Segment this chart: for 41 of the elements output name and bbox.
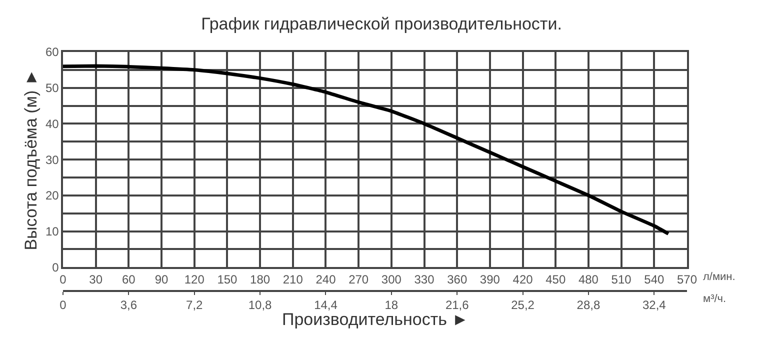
- x2-tick-label: 25,2: [511, 298, 535, 312]
- x-tick-label: 270: [348, 272, 369, 286]
- x-tick-label: 480: [578, 272, 599, 286]
- x-tick-label: 60: [122, 272, 136, 286]
- y-tick-label: 40: [45, 116, 60, 131]
- y-tick-label: 60: [45, 45, 60, 60]
- x-tick-label: 120: [184, 272, 205, 286]
- y-tick-label: 50: [45, 81, 60, 96]
- x2-tick-label: 21,6: [445, 298, 470, 312]
- text: м³/ч.: [703, 293, 726, 305]
- y-tick-label: 20: [45, 188, 60, 203]
- y-tick-label: 0: [52, 260, 60, 274]
- x-tick-label: 570: [676, 272, 698, 286]
- y-tick-label: 30: [45, 152, 60, 167]
- chart-title: График гидравлической производительности.: [201, 14, 562, 34]
- x-tick-label: 330: [414, 272, 435, 286]
- x-tick-label: 450: [546, 272, 566, 286]
- x-axis-title: Производительность ►: [282, 310, 469, 329]
- x-tick-label: 210: [282, 272, 304, 286]
- x2-tick-label: 10,8: [248, 298, 272, 312]
- x-tick-label: 240: [316, 272, 336, 286]
- x-tick-label: 300: [381, 272, 402, 286]
- x-tick-label: 30: [89, 272, 103, 286]
- x-tick-label: 90: [154, 272, 169, 286]
- x2-tick-label: 14,4: [314, 298, 338, 312]
- x-tick-label: 540: [644, 272, 664, 286]
- x-tick-label: 420: [512, 272, 534, 286]
- text: л/мин.: [703, 271, 736, 283]
- x-tick-label: 390: [480, 272, 500, 286]
- x-tick-label: 150: [217, 272, 238, 286]
- x-tick-label: 510: [611, 272, 632, 286]
- x2-tick-label: 32,4: [642, 298, 666, 312]
- x2-tick-label: 18: [384, 298, 398, 312]
- x-tick-label: 360: [447, 272, 468, 286]
- x2-tick-label: 7,2: [186, 298, 204, 312]
- x2-tick-label: 28,8: [576, 298, 600, 312]
- line-series: [63, 64, 670, 236]
- x-tick-label: 180: [250, 272, 270, 286]
- x2-tick-label: 3,6: [120, 298, 138, 312]
- y-tick-label: 10: [45, 224, 60, 238]
- y-axis-title: Высота подъёма (м) ►: [22, 68, 41, 250]
